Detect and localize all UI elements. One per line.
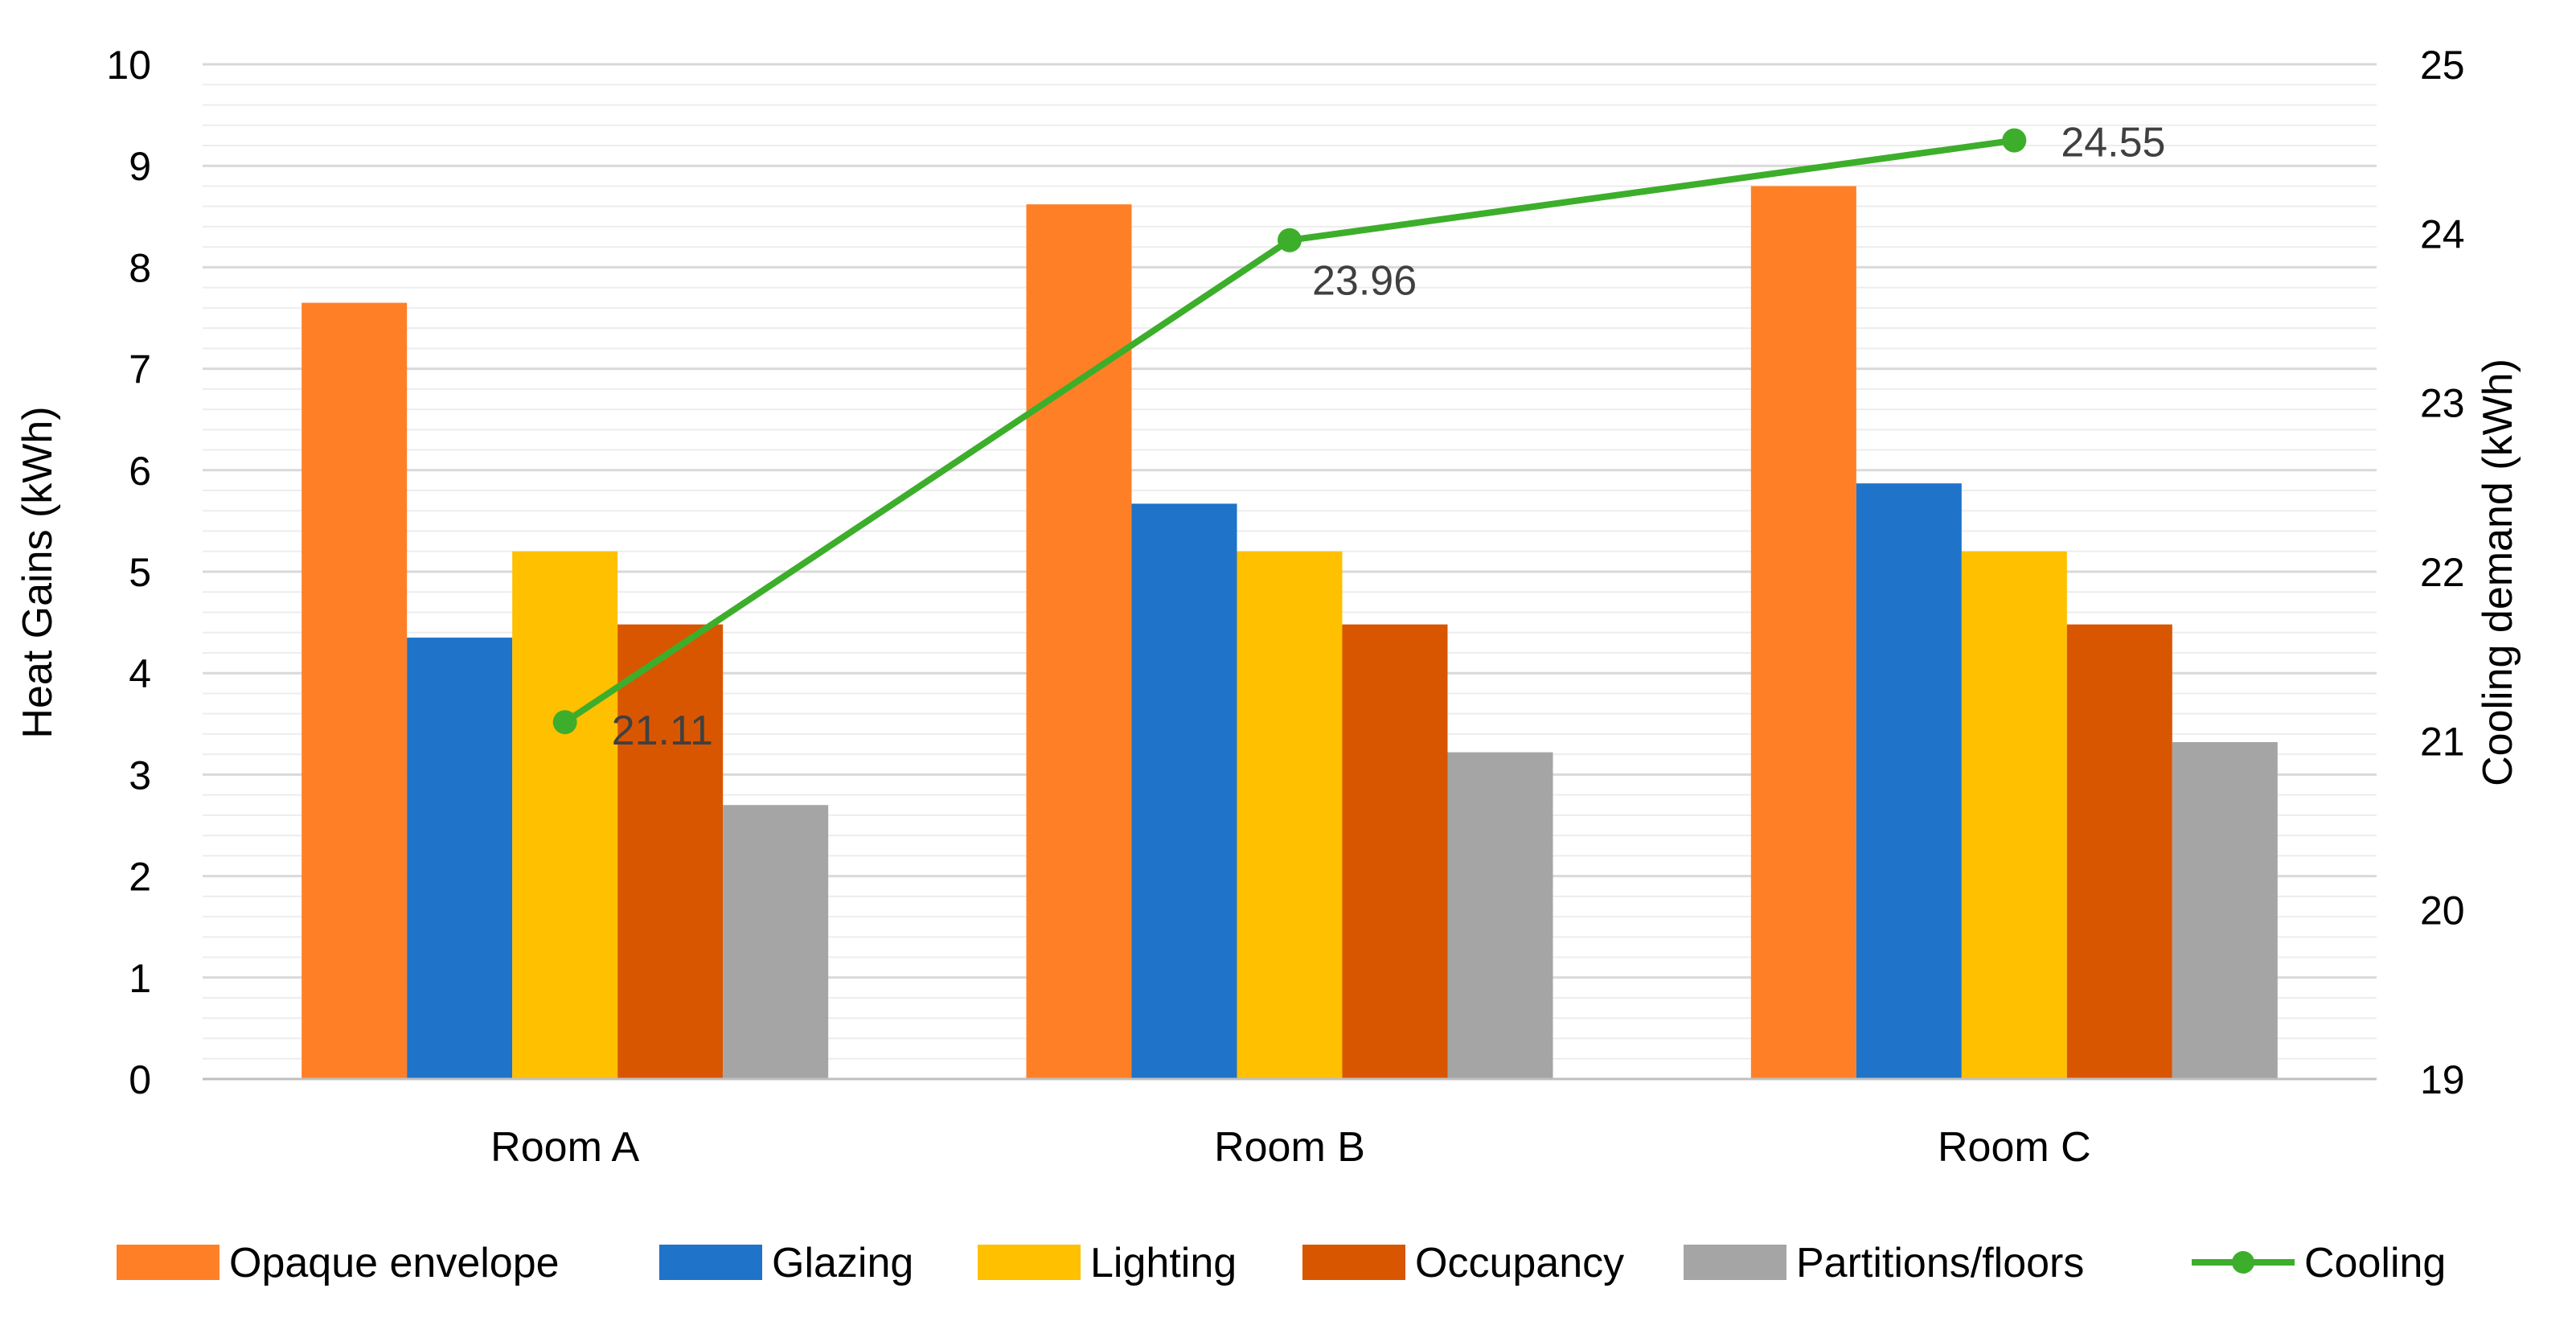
- legend-swatch: [659, 1245, 762, 1280]
- legend-label: Partitions/floors: [1796, 1240, 2084, 1286]
- bar-opaque-envelope-2: [1750, 186, 1856, 1080]
- cooling-point: [1278, 228, 1302, 252]
- y-left-tick-label: 8: [129, 245, 151, 290]
- legend: Opaque envelope Glazing Lighting Occupancy P…: [117, 1240, 2446, 1286]
- y-right-tick-label: 21: [2420, 719, 2465, 764]
- legend-swatch: [1302, 1245, 1405, 1280]
- legend-label: Glazing: [772, 1240, 913, 1286]
- y-right-tick-label: 25: [2420, 43, 2465, 88]
- y-left-tick-label: 3: [129, 753, 151, 798]
- y-right-axis-title: Cooling demand (kWh): [2475, 359, 2521, 786]
- legend-label: Opaque envelope: [229, 1240, 560, 1286]
- y-right-tick-label: 24: [2420, 211, 2465, 256]
- bar-lighting-0: [512, 551, 618, 1079]
- y-right-tick-label: 22: [2420, 550, 2465, 595]
- legend-marker: [2232, 1251, 2254, 1274]
- cooling-data-label: 24.55: [2061, 120, 2165, 166]
- cooling-line-group: 21.11 23.96 24.55: [552, 120, 2165, 754]
- legend-label: Lighting: [1090, 1240, 1237, 1286]
- bar-opaque-envelope-1: [1026, 204, 1132, 1079]
- y-right-tick-label: 20: [2420, 888, 2465, 933]
- cooling-point: [2002, 128, 2027, 153]
- bar-lighting-2: [1961, 551, 2067, 1079]
- cooling-data-label: 23.96: [1312, 258, 1417, 305]
- cooling-point: [552, 710, 577, 735]
- x-tick-label: Room B: [1214, 1124, 1365, 1171]
- bar-partitions-floors-1: [1447, 752, 1553, 1079]
- bar-glazing-1: [1131, 503, 1237, 1079]
- legend-label: Occupancy: [1415, 1240, 1624, 1286]
- x-tick-label: Room A: [490, 1124, 639, 1171]
- y-right-tick-label: 23: [2420, 381, 2465, 426]
- y-left-tick-label: 6: [129, 449, 151, 494]
- bar-occupancy-1: [1342, 624, 1448, 1079]
- bar-lighting-1: [1237, 551, 1343, 1079]
- bar-opaque-envelope-0: [301, 302, 408, 1079]
- y-left-tick-label: 1: [129, 956, 151, 1001]
- bar-partitions-floors-0: [723, 805, 829, 1079]
- legend-swatch: [978, 1245, 1081, 1280]
- y-right-tick-label: 19: [2420, 1057, 2465, 1102]
- bar-occupancy-2: [2066, 624, 2172, 1079]
- y-left-axis-title: Heat Gains (kWh): [14, 406, 61, 738]
- y-left-tick-label: 2: [129, 855, 151, 900]
- bar-glazing-2: [1856, 483, 1962, 1079]
- bar-occupancy-0: [617, 624, 724, 1079]
- bar-glazing-0: [407, 638, 513, 1079]
- y-left-tick-label: 5: [129, 550, 151, 595]
- x-tick-label: Room C: [1938, 1124, 2091, 1171]
- y-left-tick-label: 7: [129, 347, 151, 392]
- legend-swatch: [117, 1245, 219, 1280]
- y-left-tick-label: 0: [129, 1057, 151, 1102]
- cooling-data-label: 21.11: [612, 708, 713, 754]
- bar-series-group: [301, 186, 2278, 1080]
- legend-label: Cooling: [2304, 1240, 2446, 1286]
- legend-swatch: [1684, 1245, 1786, 1280]
- bar-partitions-floors-2: [2172, 742, 2278, 1079]
- y-left-tick-label: 4: [129, 651, 151, 696]
- y-left-tick-label: 10: [106, 43, 151, 88]
- y-left-tick-label: 9: [129, 144, 151, 189]
